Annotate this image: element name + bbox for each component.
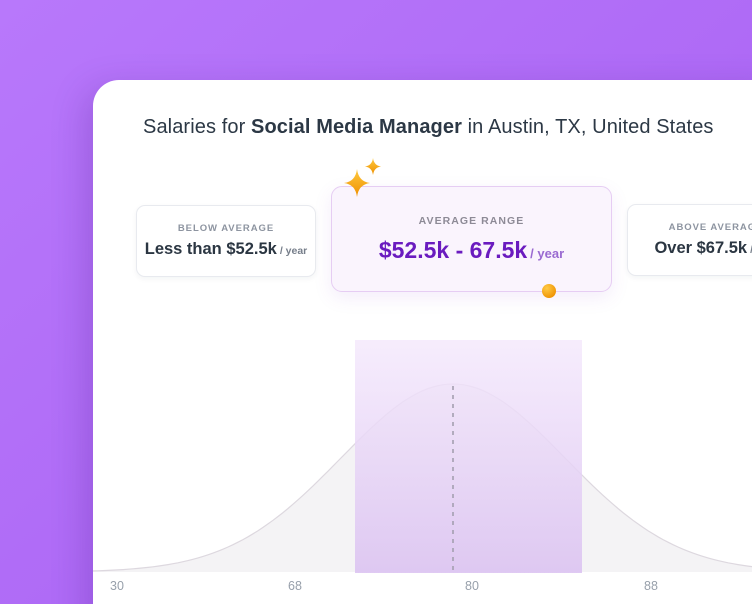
average-range-band (355, 340, 582, 573)
above-average-card[interactable]: ABOVE AVERAGE Over $67.5k/ year (627, 204, 752, 276)
x-axis-labels: 30 68 80 88 (110, 579, 658, 593)
x-axis-tick-label: 88 (644, 579, 658, 593)
above-average-label: ABOVE AVERAGE (668, 222, 752, 233)
average-range-value: $52.5k - 67.5k / year (379, 237, 564, 264)
average-range-period: / year (530, 245, 565, 261)
page-title: Salaries for Social Media Manager in Aus… (143, 116, 714, 139)
title-role: Social Media Manager (251, 116, 462, 138)
title-prefix: Salaries for (143, 116, 252, 138)
x-axis-tick-label: 68 (288, 579, 302, 593)
below-average-period: / year (279, 245, 308, 257)
average-range-label: AVERAGE RANGE (418, 214, 525, 227)
salary-panel: Salaries for Social Media Manager in Aus… (93, 80, 752, 604)
x-axis-tick-label: 30 (110, 579, 124, 593)
above-average-period: / year (750, 244, 752, 256)
sparkles-icon (344, 158, 381, 197)
above-average-amount: Over $67.5k (654, 239, 748, 257)
title-suffix: in Austin, TX, United States (461, 116, 714, 138)
below-average-amount: Less than $52.5k (144, 240, 277, 258)
below-average-label: BELOW AVERAGE (177, 223, 275, 234)
average-range-card[interactable]: AVERAGE RANGE $52.5k - 67.5k / year (331, 186, 612, 292)
below-average-card[interactable]: BELOW AVERAGE Less than $52.5k / year (136, 205, 316, 277)
above-average-value: Over $67.5k/ year (654, 239, 752, 258)
salary-distribution-chart: 30 68 80 88 (93, 340, 752, 593)
x-axis-tick-label: 80 (465, 579, 479, 593)
orange-dot-decoration (542, 284, 556, 298)
below-average-value: Less than $52.5k / year (145, 240, 308, 259)
average-range-amount: $52.5k - 67.5k (378, 236, 528, 263)
